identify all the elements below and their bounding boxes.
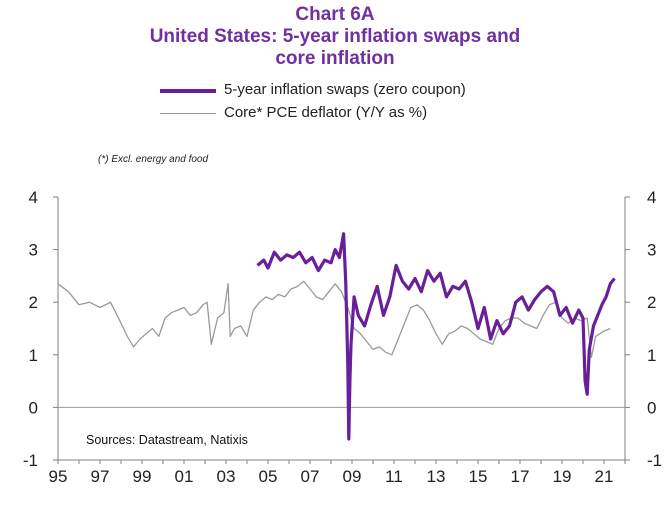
x-tick-label: 13 (427, 467, 446, 486)
x-tick-label: 99 (133, 467, 152, 486)
chart-note: (*) Excl. energy and food (98, 154, 209, 165)
y-tick-label-left: 2 (29, 293, 38, 312)
x-tick-label: 11 (385, 467, 403, 486)
y-tick-label-left: 3 (29, 241, 38, 260)
chart-source: Sources: Datastream, Natixis (86, 433, 248, 447)
x-tick-label: 15 (469, 467, 488, 486)
x-tick-label: 97 (91, 467, 110, 486)
x-tick-label: 05 (259, 467, 278, 486)
series-line-swaps (256, 232, 616, 441)
legend-label-swaps: 5-year inflation swaps (zero coupon) (224, 81, 466, 98)
x-tick-label: 09 (343, 467, 362, 486)
legend-swatch-swaps (160, 89, 216, 93)
x-tick-label: 17 (511, 467, 530, 486)
legend-label-pce: Core* PCE deflator (Y/Y as %) (224, 104, 428, 121)
y-tick-label-left: -1 (23, 451, 38, 470)
y-tick-label-left: 0 (29, 398, 38, 417)
y-tick-label-left: 1 (29, 346, 38, 365)
series-line-core-pce (57, 280, 611, 359)
y-tick-label-right: 4 (647, 188, 656, 207)
x-tick-label: 01 (175, 467, 194, 486)
legend-swatch-pce (160, 113, 216, 114)
x-tick-label: 19 (553, 467, 572, 486)
y-tick-label-left: 4 (29, 188, 38, 207)
y-tick-label-right: 2 (647, 293, 656, 312)
x-tick-label: 03 (217, 467, 236, 486)
y-tick-label-right: 0 (647, 398, 656, 417)
chart-title: United States: 5-year inflation swaps an… (149, 26, 521, 47)
x-tick-label: 07 (301, 467, 320, 486)
y-tick-label-right: 1 (647, 346, 656, 365)
chart-title-line-2: core inflation (275, 48, 395, 69)
y-tick-label-right: -1 (647, 451, 662, 470)
y-tick-label-right: 3 (647, 241, 656, 260)
chart-label: Chart 6A (295, 4, 375, 25)
x-tick-label: 21 (595, 467, 614, 486)
x-tick-label: 95 (49, 467, 68, 486)
